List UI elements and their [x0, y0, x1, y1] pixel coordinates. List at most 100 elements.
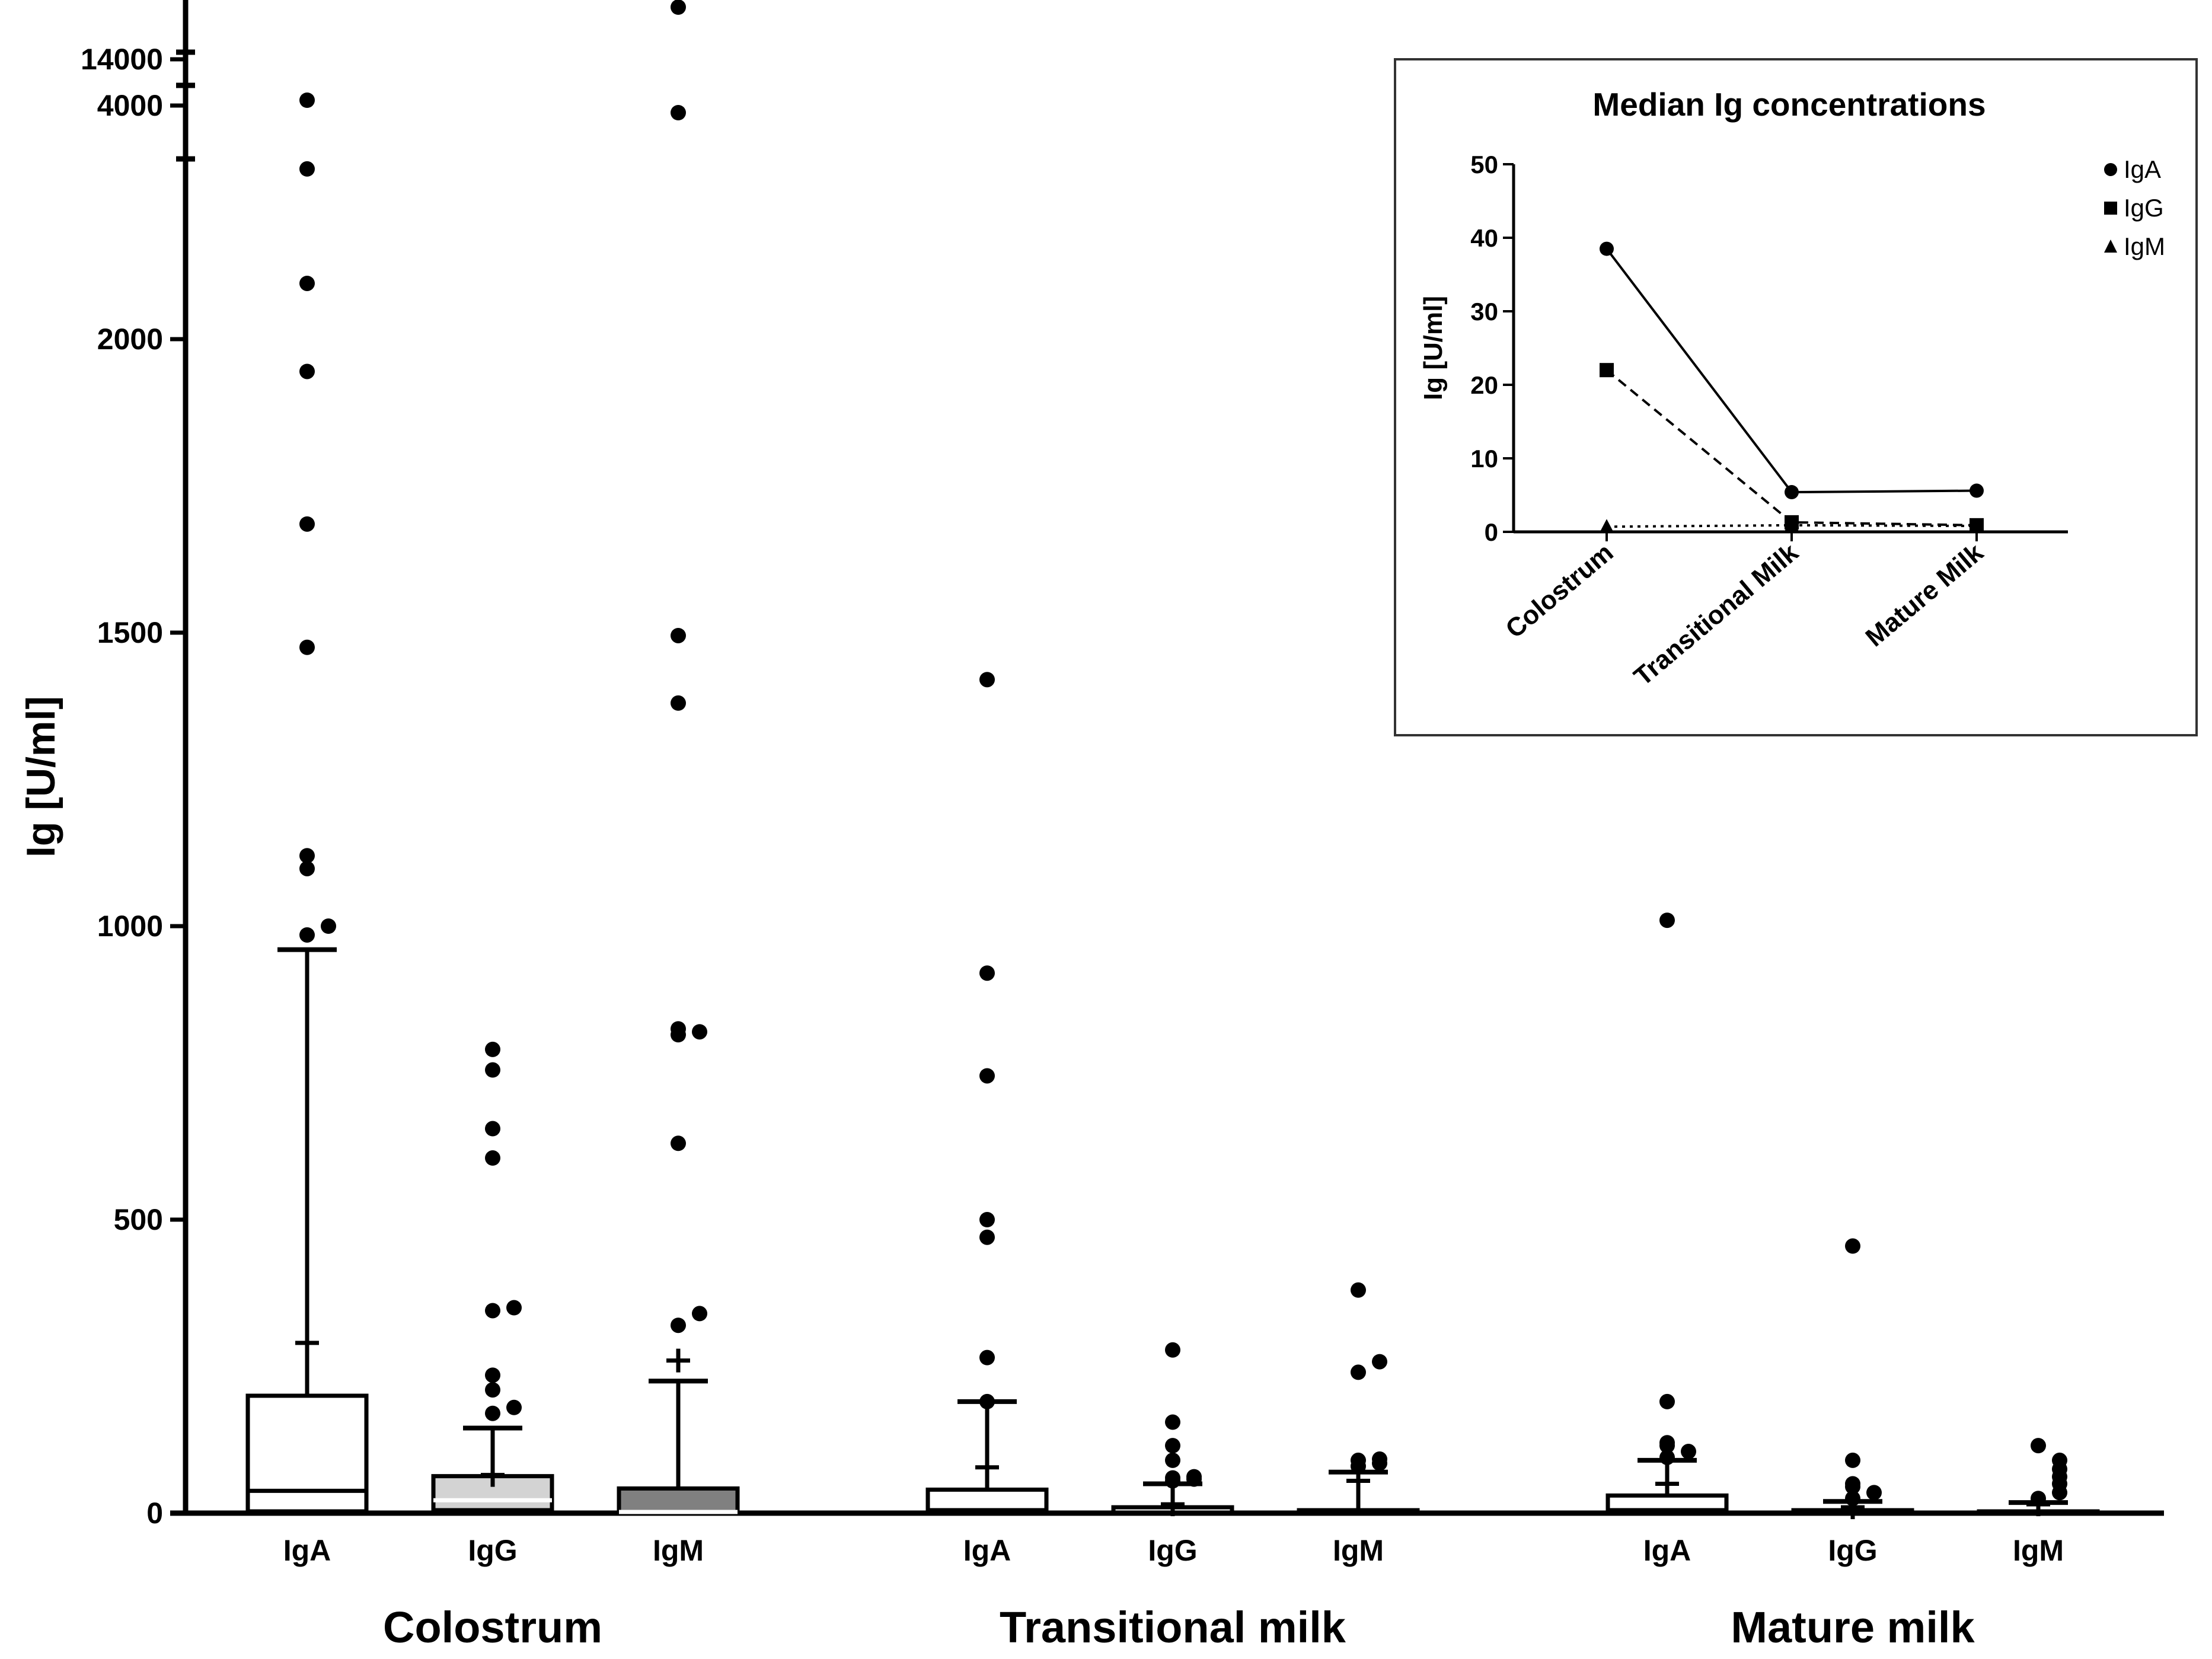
y-tick-label: 500 [114, 1203, 163, 1236]
x-tick-label: IgM [653, 1534, 704, 1567]
y-tick-label: 4000 [97, 89, 163, 122]
outlier-point [1659, 1449, 1675, 1465]
outlier-point [979, 965, 995, 981]
outlier-point [1351, 1282, 1366, 1298]
outlier-point [671, 0, 686, 15]
x-tick-label: IgA [963, 1534, 1011, 1567]
outlier-point [671, 1135, 686, 1151]
outlier-point [1186, 1469, 1202, 1485]
outlier-point [1845, 1452, 1860, 1468]
outlier-point [1659, 1393, 1675, 1409]
outlier-point [979, 672, 995, 688]
outlier-point [1845, 1491, 1860, 1507]
y-tick-label: 0 [146, 1497, 163, 1530]
outlier-point [2052, 1452, 2067, 1468]
outlier-point [692, 1306, 707, 1322]
outlier-point [485, 1150, 500, 1166]
legend-label: IgA [2124, 155, 2161, 183]
outlier-point [485, 1405, 500, 1421]
x-tick-label: IgG [468, 1534, 517, 1567]
outlier-point [1866, 1485, 1882, 1501]
outlier-point [299, 927, 315, 943]
y-tick-label: 2000 [97, 323, 163, 356]
series-point-iga [1970, 483, 1984, 498]
outlier-point [1845, 1476, 1860, 1492]
inset-y-tick-label: 40 [1470, 224, 1498, 252]
y-axis-label: Ig [U/ml] [18, 696, 63, 857]
outlier-point [485, 1382, 500, 1398]
outlier-point [299, 161, 315, 177]
outlier-point [485, 1062, 500, 1078]
y-tick-label: 1500 [97, 616, 163, 649]
outlier-point [1659, 1435, 1675, 1451]
outlier-point [506, 1399, 522, 1415]
series-point-iga [1785, 485, 1799, 500]
outlier-point [1165, 1342, 1180, 1358]
inset-y-tick-label: 10 [1470, 445, 1498, 473]
outlier-point [299, 860, 315, 876]
outlier-point [1165, 1438, 1180, 1454]
outlier-point [299, 92, 315, 108]
outlier-point [299, 848, 315, 864]
outlier-point [671, 105, 686, 120]
outlier-point [1351, 1452, 1366, 1468]
series-point-igg [1600, 363, 1614, 378]
x-tick-label: IgG [1828, 1534, 1877, 1567]
legend-label: IgM [2124, 232, 2165, 260]
series-point-iga [1600, 241, 1614, 256]
outlier-point [1372, 1451, 1387, 1467]
series-point-igm [1970, 518, 1984, 532]
legend-marker [2104, 163, 2117, 176]
inset-frame [1394, 58, 2198, 736]
series-point-igm [1600, 519, 1614, 533]
x-tick-label: IgA [1643, 1534, 1691, 1567]
outlier-point [979, 1229, 995, 1245]
outlier-point [1659, 913, 1675, 929]
outlier-point [1372, 1354, 1387, 1370]
outlier-point [299, 363, 315, 379]
outlier-point [485, 1367, 500, 1383]
x-tick-label: IgG [1148, 1534, 1197, 1567]
inset-y-tick-label: 50 [1470, 151, 1498, 178]
outlier-point [979, 1393, 995, 1409]
group-label: Mature milk [1731, 1603, 1975, 1652]
outlier-point [1681, 1444, 1696, 1460]
box [617, 1486, 740, 1515]
outlier-point [299, 275, 315, 291]
outlier-point [692, 1024, 707, 1040]
inset-y-tick-label: 20 [1470, 371, 1498, 399]
inset-title: Median Ig concentrations [1592, 86, 1986, 123]
outlier-point [485, 1041, 500, 1057]
outlier-point [299, 639, 315, 655]
outlier-point [979, 1212, 995, 1227]
outlier-point [2031, 1438, 2046, 1454]
outlier-point [2031, 1491, 2046, 1507]
outlier-point [299, 516, 315, 532]
outlier-point [1165, 1452, 1180, 1468]
inset-y-tick-label: 30 [1470, 298, 1498, 326]
y-tick-label: 1000 [97, 910, 163, 943]
outlier-point [1165, 1470, 1180, 1486]
box [245, 1393, 369, 1514]
outlier-point [485, 1121, 500, 1137]
legend-marker [2104, 240, 2117, 253]
outlier-point [979, 1068, 995, 1084]
outlier-point [1845, 1238, 1860, 1254]
outlier-point [1351, 1364, 1366, 1380]
outlier-point [321, 918, 336, 934]
x-tick-label: IgM [2013, 1534, 2064, 1567]
y-tick-label: 14000 [81, 43, 163, 76]
series-point-igm [1785, 517, 1799, 531]
outlier-point [485, 1303, 500, 1319]
outlier-point [979, 1349, 995, 1366]
x-tick-label: IgM [1333, 1534, 1384, 1567]
inset-y-tick-label: 0 [1485, 518, 1498, 546]
x-tick-label: IgA [283, 1534, 331, 1567]
group-label: Colostrum [383, 1603, 602, 1652]
legend-marker [2104, 202, 2117, 215]
outlier-point [671, 1317, 686, 1333]
outlier-point [671, 627, 686, 643]
legend-label: IgG [2124, 194, 2164, 222]
group-label: Transitional milk [1000, 1603, 1346, 1652]
